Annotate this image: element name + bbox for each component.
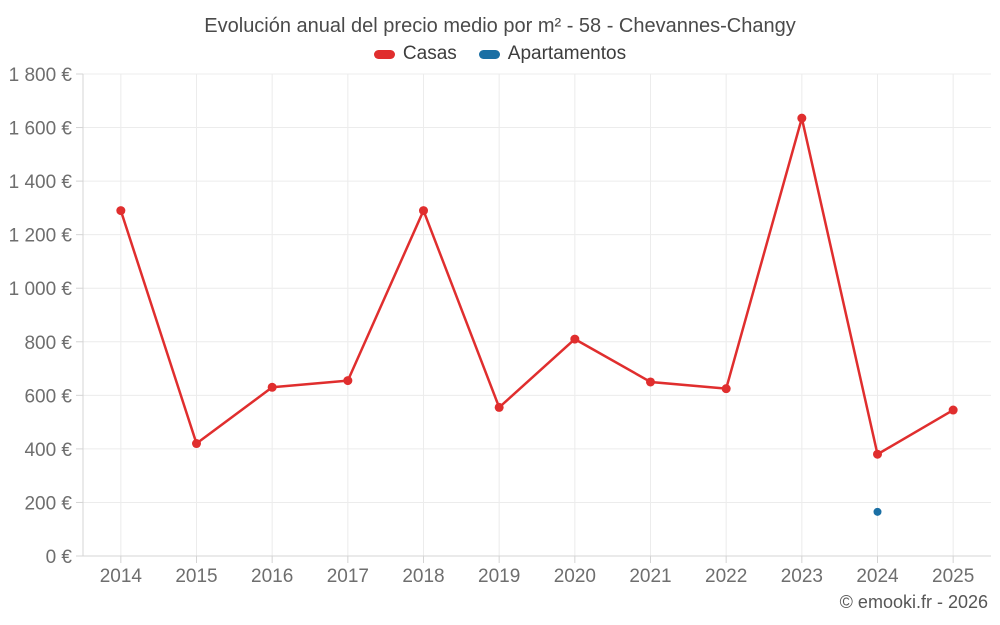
- point-casas-2022[interactable]: [721, 384, 731, 394]
- point-casas-2017[interactable]: [343, 376, 353, 386]
- point-casas-2014[interactable]: [116, 206, 126, 216]
- point-casas-2024[interactable]: [873, 449, 882, 459]
- x-tick-label: 2019: [478, 566, 520, 587]
- y-tick-label: 1 200 €: [9, 226, 73, 247]
- x-tick-label: 2022: [705, 566, 747, 587]
- chart-title: Evolución anual del precio medio por m² …: [204, 15, 796, 37]
- y-tick-label: 800 €: [24, 333, 72, 354]
- x-tick-label: 2017: [327, 566, 369, 587]
- attribution-text: © emooki.fr - 2026: [839, 592, 988, 612]
- point-casas-2016[interactable]: [267, 382, 277, 392]
- x-tick-label: 2018: [402, 566, 444, 587]
- y-tick-label: 1 000 €: [9, 279, 73, 300]
- point-apartamentos-2024[interactable]: [873, 507, 882, 516]
- x-tick-label: 2021: [629, 566, 671, 587]
- x-tick-label: 2015: [175, 566, 217, 587]
- x-tick-label: 2014: [100, 566, 143, 587]
- point-casas-2023[interactable]: [797, 113, 807, 123]
- legend-label-casas: Casas: [402, 43, 457, 64]
- y-tick-label: 600 €: [24, 386, 72, 407]
- x-tick-label: 2025: [932, 566, 974, 587]
- legend-label-apartamentos: Apartamentos: [507, 43, 627, 64]
- y-tick-label: 0 €: [46, 547, 73, 568]
- y-tick-label: 1 600 €: [9, 119, 73, 140]
- y-tick-label: 400 €: [24, 440, 72, 461]
- y-tick-label: 1 800 €: [9, 65, 73, 86]
- y-tick-label: 1 400 €: [9, 172, 73, 193]
- x-tick-label: 2020: [554, 566, 596, 587]
- point-casas-2019[interactable]: [494, 402, 504, 412]
- x-tick-label: 2016: [251, 566, 293, 587]
- legend: Casas Apartamentos: [0, 43, 1000, 65]
- point-casas-2020[interactable]: [570, 334, 580, 344]
- x-tick-label: 2023: [781, 566, 823, 587]
- legend-swatch-apartamentos-icon: [478, 49, 500, 59]
- point-casas-2015[interactable]: [192, 439, 201, 449]
- point-casas-2025[interactable]: [948, 405, 958, 415]
- point-casas-2021[interactable]: [646, 377, 655, 387]
- legend-item-apartamentos[interactable]: Apartamentos: [478, 43, 627, 65]
- legend-item-casas[interactable]: Casas: [373, 43, 457, 65]
- x-tick-label: 2024: [856, 566, 899, 587]
- series-line-casas: [119, 116, 954, 456]
- y-tick-label: 200 €: [24, 493, 72, 514]
- point-casas-2018[interactable]: [419, 206, 428, 216]
- legend-swatch-casas-icon: [373, 49, 395, 59]
